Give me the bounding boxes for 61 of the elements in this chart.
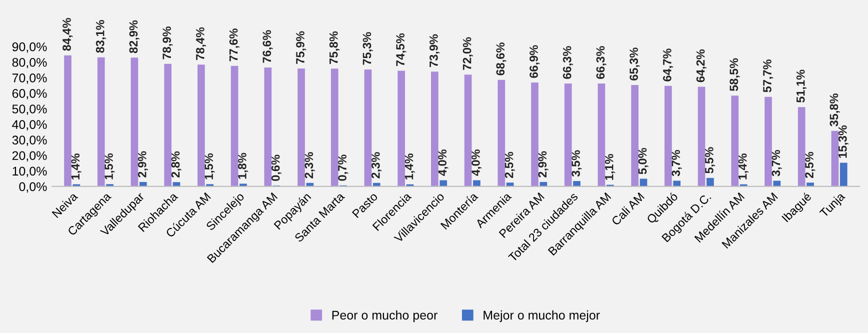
data-label: 4,0% (472, 150, 482, 176)
y-tick-label: 0,0% (19, 182, 47, 193)
data-label: 64,2% (696, 49, 706, 82)
data-label: 2,9% (538, 151, 548, 178)
data-label: 1,4% (738, 154, 748, 180)
data-label: 78,9% (162, 26, 173, 60)
data-label: 65,3% (630, 48, 640, 80)
data-label: 51,1% (796, 70, 806, 103)
legend-label: Peor o mucho peor (332, 310, 438, 322)
y-tick-label: 20,0% (12, 151, 47, 162)
x-tick-label: Cali AM (610, 192, 645, 226)
data-label: 2,9% (138, 151, 148, 178)
data-label: 72,0% (462, 37, 473, 70)
data-label: 58,5% (730, 58, 740, 92)
data-label: 1,4% (404, 154, 415, 180)
data-label: 73,9% (429, 34, 440, 67)
y-tick-label: 30,0% (12, 136, 47, 146)
data-label: 1,5% (104, 153, 115, 180)
data-label: 57,7% (763, 59, 774, 92)
y-tick-label: 60,0% (12, 89, 47, 100)
data-label: 1,1% (604, 154, 616, 180)
y-tick-label: 90,0% (12, 42, 47, 53)
data-label: 0,7% (338, 154, 348, 181)
data-label: 5,0% (638, 148, 648, 174)
data-label: 0,6% (271, 154, 282, 181)
data-label: 2,3% (304, 152, 315, 178)
data-label: 15,3% (838, 125, 849, 158)
data-label: 83,1% (96, 20, 106, 53)
data-label: 1,5% (204, 153, 215, 180)
data-label: 66,9% (530, 45, 540, 78)
data-label: 3,5% (572, 150, 582, 177)
data-label: 2,5% (504, 152, 515, 178)
y-tick-label: 80,0% (12, 58, 47, 68)
data-label: 2,8% (171, 151, 182, 178)
y-tick-label: 70,0% (12, 74, 47, 84)
data-label: 75,3% (362, 32, 373, 65)
y-tick-label: 10,0% (12, 166, 47, 178)
data-label: 82,9% (129, 20, 140, 54)
data-label: 5,5% (705, 147, 716, 174)
data-label: 1,4% (71, 154, 82, 180)
legend-label: Mejor o mucho mejor (484, 310, 600, 322)
data-label: 77,6% (229, 28, 240, 62)
data-label: 2,3% (371, 152, 382, 178)
data-label: 3,7% (772, 150, 782, 176)
data-label: 75,9% (296, 31, 306, 64)
y-tick-label: 40,0% (12, 120, 47, 130)
data-label: 64,7% (662, 48, 674, 82)
y-tick-label: 50,0% (12, 104, 47, 115)
data-label: 66,3% (596, 46, 606, 79)
data-label: 75,8% (329, 31, 340, 64)
data-label: 3,7% (672, 150, 682, 176)
data-label: 78,4% (196, 27, 206, 60)
data-label: 84,4% (62, 18, 73, 51)
data-label: 68,6% (496, 42, 506, 76)
data-label: 66,3% (562, 46, 573, 79)
data-label: 1,8% (238, 152, 248, 179)
data-label: 74,5% (396, 33, 406, 66)
data-label: 35,8% (830, 94, 840, 126)
data-label: 2,5% (805, 152, 816, 178)
data-label: 76,6% (262, 30, 273, 63)
data-label: 4,0% (438, 150, 448, 176)
